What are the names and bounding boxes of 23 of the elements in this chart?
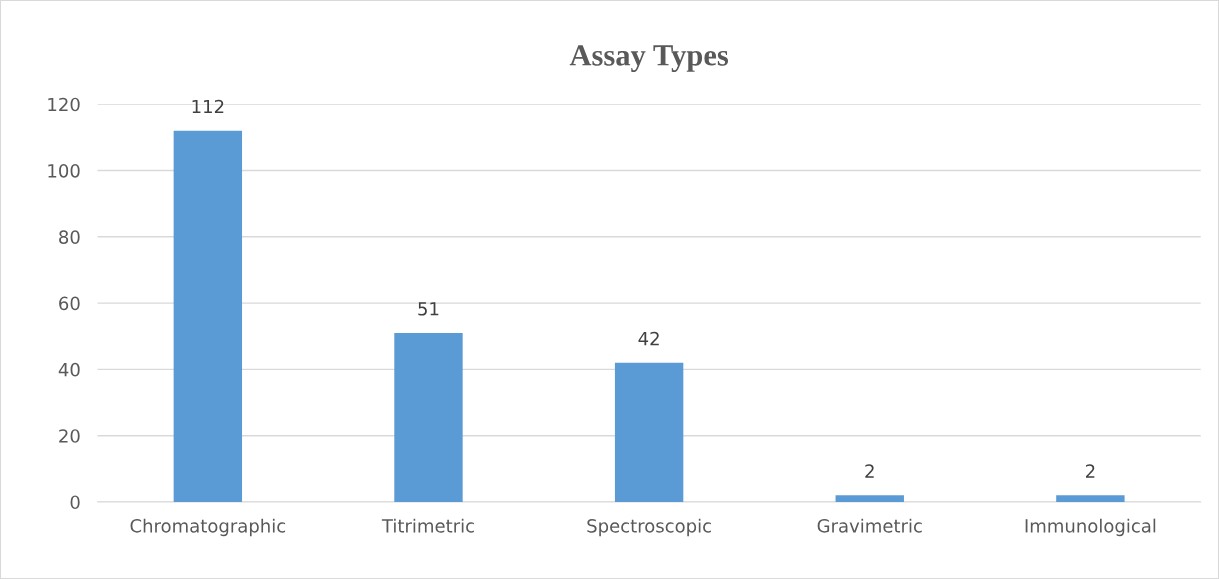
data-label: 112 bbox=[192, 99, 224, 114]
y-tick-label: 0 bbox=[70, 495, 80, 510]
y-tick-label: 40 bbox=[58, 362, 80, 377]
x-tick-label: Immunological bbox=[1025, 518, 1156, 537]
data-label: 2 bbox=[865, 464, 874, 478]
bar bbox=[835, 495, 904, 502]
bar bbox=[1056, 495, 1125, 502]
bar bbox=[173, 130, 243, 502]
data-label: 42 bbox=[638, 331, 659, 346]
bar bbox=[394, 332, 463, 502]
y-tick-label: 100 bbox=[48, 163, 80, 178]
x-tick-label: Gravimetric bbox=[817, 518, 922, 533]
bar bbox=[614, 362, 684, 502]
y-tick-label: 80 bbox=[59, 230, 80, 244]
chart-title: Assay Types bbox=[569, 45, 729, 72]
y-tick-label: 20 bbox=[59, 429, 80, 443]
data-label: 51 bbox=[418, 302, 439, 316]
y-tick-label: 60 bbox=[59, 296, 80, 311]
x-tick-label: Titrimetric bbox=[381, 518, 474, 533]
x-tick-label: Chromatographic bbox=[130, 518, 286, 537]
data-label: 2 bbox=[1085, 464, 1095, 478]
x-tick-label: Spectroscopic bbox=[587, 518, 711, 537]
y-tick-label: 120 bbox=[48, 97, 80, 112]
